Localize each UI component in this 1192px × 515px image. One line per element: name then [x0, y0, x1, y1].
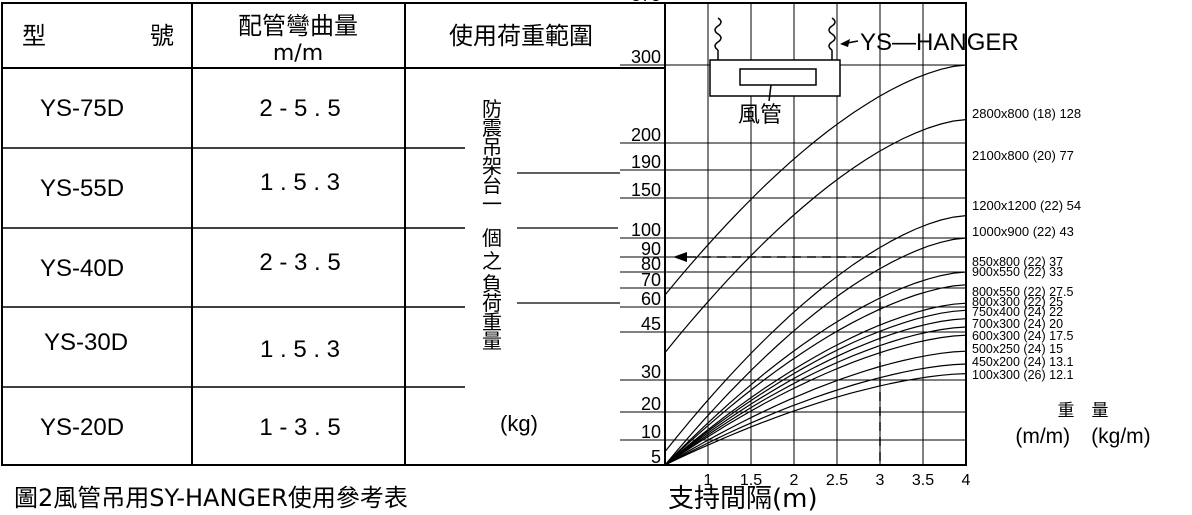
example-reading — [673, 252, 881, 465]
y-tick-label: 200 — [631, 125, 661, 145]
header-bend-unit: m/m — [273, 41, 323, 66]
x-tick-label: 3 — [876, 472, 885, 489]
hanger-illustration — [709, 17, 841, 102]
row-bend: 1 . 5 . 3 — [260, 336, 340, 363]
row-bend: 1 - 3 . 5 — [259, 414, 340, 441]
row-model: YS-20D — [40, 414, 124, 441]
duct-label: 風管 — [738, 103, 782, 128]
y-tick-label: 190 — [631, 152, 661, 172]
series-label: 2100x800 (20) 77 — [972, 148, 1074, 163]
series-line — [664, 363, 967, 466]
load-vertical-char: 一 — [482, 192, 502, 216]
series-line — [664, 237, 967, 466]
series-label: 700x300 (24) 20 — [972, 317, 1063, 331]
y-tick-label: 100 — [631, 220, 661, 240]
load-vertical-char: 重 — [482, 310, 502, 334]
header-type-right: 號 — [150, 22, 174, 50]
y-tick-label: 10 — [641, 422, 661, 442]
load-vertical-char: 吊 — [482, 135, 502, 159]
series-label: 1000x900 (22) 43 — [972, 224, 1074, 239]
header-type-left: 型 — [22, 22, 46, 50]
load-vertical-char: 架 — [482, 154, 502, 178]
series-label: 800x300 (22) 25 — [972, 295, 1063, 309]
load-table — [1, 2, 666, 466]
series-label: 500x250 (24) 15 — [972, 342, 1063, 356]
series-line — [664, 64, 967, 296]
series-label: 750x400 (24) 22 — [972, 305, 1063, 319]
series-label: 800x550 (22) 27.5 — [972, 285, 1074, 299]
hanger-arrow — [840, 39, 859, 47]
series-line — [664, 309, 967, 466]
load-vertical-char: 防 — [482, 97, 502, 121]
x-axis: 1 1.5 2 2.5 3 3.5 4 — [704, 472, 971, 489]
x-axis-title: 支持間隔(m) — [668, 484, 818, 514]
y-axis: 37530020019015010090807060453020105 — [620, 0, 665, 467]
series-label: 600x300 (24) 17.5 — [972, 329, 1074, 343]
row-bend: 2 - 3 . 5 — [259, 249, 340, 276]
chart-legend: 2800x800 (18) 128 2100x800 (20) 77 1200x12… — [972, 106, 1081, 382]
header-bend: 配管彎曲量 — [238, 12, 358, 40]
series-label: 100x300 (26) 12.1 — [972, 368, 1074, 382]
y-tick-label: 300 — [631, 47, 661, 67]
chart-grid — [665, 3, 967, 465]
legend-header-weight: 重 量 — [1058, 401, 1109, 421]
y-tick-label: 5 — [651, 447, 661, 467]
series-line — [664, 271, 967, 466]
load-vertical-char: 震 — [482, 116, 502, 140]
series-line — [664, 215, 967, 452]
y-tick-label: 90 — [641, 239, 661, 259]
load-vertical-char: 台 — [482, 173, 502, 197]
row-bend: 1 . 5 . 3 — [260, 169, 340, 196]
y-tick-label: 60 — [641, 289, 661, 309]
series-line — [664, 119, 967, 353]
row-model: YS-40D — [40, 255, 124, 282]
figure-caption: 圖2風管吊用SY-HANGER使用參考表 — [14, 484, 408, 512]
series-label: 450x200 (24) 13.1 — [972, 355, 1074, 369]
chart-series — [664, 64, 967, 466]
y-tick-label: 30 — [641, 362, 661, 382]
load-vertical-char: 負 — [482, 272, 502, 296]
x-tick-label: 3.5 — [912, 472, 934, 489]
series-label: 850x800 (22) 37 — [972, 255, 1063, 269]
series-label: 900x550 (22) 33 — [972, 265, 1063, 279]
series-line — [664, 318, 967, 466]
x-tick-label: 2 — [790, 472, 799, 489]
load-vertical-char: 荷 — [482, 291, 502, 315]
load-unit: (kg) — [500, 411, 538, 436]
y-tick-label: 45 — [641, 314, 661, 334]
x-tick-label: 1.5 — [740, 472, 762, 489]
series-line — [664, 302, 967, 466]
y-tick-label: 20 — [641, 394, 661, 414]
row-model: YS-55D — [40, 175, 124, 202]
row-model: YS-30D — [44, 329, 128, 356]
series-line — [664, 284, 967, 466]
header-load-range: 使用荷重範圍 — [449, 22, 593, 50]
series-label: 2800x800 (18) 128 — [972, 106, 1081, 121]
series-line — [664, 373, 967, 466]
x-tick-label: 2.5 — [826, 472, 848, 489]
load-vertical-char: 量 — [482, 329, 502, 353]
series-line — [664, 350, 967, 466]
x-tick-label: 1 — [704, 472, 713, 489]
row-model: YS-75D — [40, 95, 124, 122]
hanger-label: YS—HANGER — [860, 29, 1019, 56]
y-tick-label: 80 — [641, 254, 661, 274]
load-vertical-char: 個 — [482, 226, 502, 250]
row-bend: 2 - 5 . 5 — [259, 95, 340, 122]
load-pointer-lines — [517, 172, 620, 304]
series-line — [664, 334, 967, 466]
y-tick-label: 70 — [641, 270, 661, 290]
series-label: 1200x1200 (22) 54 — [972, 198, 1081, 213]
y-tick-label: 150 — [631, 180, 661, 200]
load-vertical-char: 之 — [482, 249, 502, 273]
x-tick-label: 4 — [962, 472, 971, 489]
series-line — [664, 326, 967, 466]
legend-header-units: (m/m) (kg/m) — [1015, 425, 1150, 448]
